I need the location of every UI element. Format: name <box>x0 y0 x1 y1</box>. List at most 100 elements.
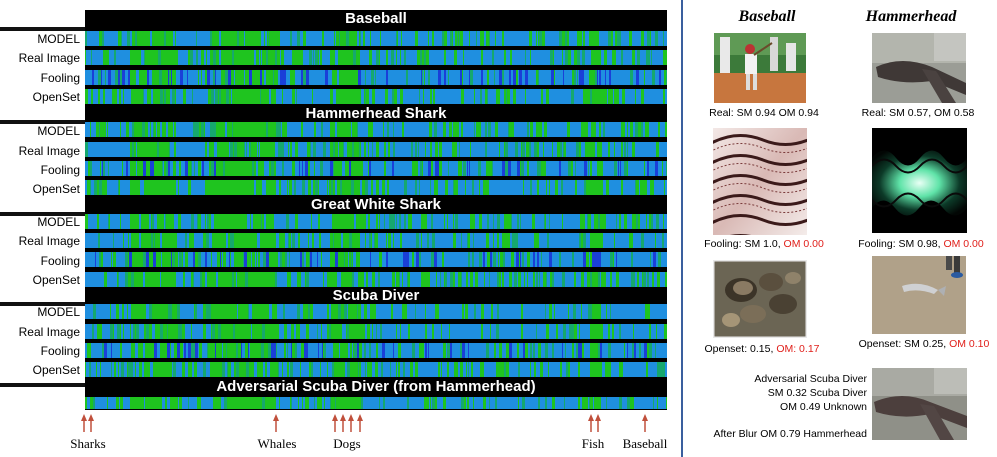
heatmap-cell <box>248 161 250 176</box>
heatmap-cell <box>515 89 516 104</box>
heatmap-cell <box>453 214 454 229</box>
heatmap-cell <box>412 252 414 267</box>
heatmap-cell <box>518 397 519 409</box>
heatmap-cell <box>347 50 350 65</box>
heatmap-cell <box>582 70 584 85</box>
heatmap-cell <box>85 397 87 409</box>
heatmap-cell <box>138 89 140 104</box>
heatmap-cell <box>591 122 593 137</box>
heatmap-cell <box>309 252 310 267</box>
heatmap-cell <box>183 272 185 287</box>
heatmap-cell <box>222 180 225 195</box>
heatmap-cell <box>603 214 606 229</box>
heatmap-cell <box>191 214 194 229</box>
heatmap-cell <box>533 272 535 287</box>
heatmap-cell <box>464 343 465 358</box>
heatmap-cell <box>437 161 439 176</box>
heatmap-cell <box>170 304 172 319</box>
heatmap-cell <box>304 343 306 358</box>
heatmap-cell <box>107 122 108 137</box>
heatmap-cell <box>212 304 213 319</box>
heatmap-cell <box>317 324 318 339</box>
row-label-model: MODEL <box>37 32 80 46</box>
heatmap-cell <box>175 252 178 267</box>
row-label-real-image: Real Image <box>18 144 80 158</box>
heatmap-cell <box>480 362 483 377</box>
heatmap-cell <box>336 397 337 409</box>
heatmap-cell <box>228 362 229 377</box>
heatmap-cell <box>517 70 518 85</box>
heatmap-cell <box>223 343 226 358</box>
heatmap-cell <box>299 161 300 176</box>
heatmap-cell <box>245 272 248 287</box>
heatmap-cell <box>356 50 359 65</box>
heatmap-cell <box>308 142 310 157</box>
heatmap-cell <box>520 161 521 176</box>
axis-label-fish: Fish <box>581 436 605 451</box>
heatmap-cell <box>208 343 209 358</box>
heatmap-cell <box>595 324 598 339</box>
heatmap-cell <box>158 362 159 377</box>
heatmap-cell <box>364 304 367 319</box>
heatmap-cell <box>465 304 468 319</box>
heatmap-cell <box>312 233 314 248</box>
heatmap-cell <box>360 214 363 229</box>
heatmap-cell <box>237 142 239 157</box>
heatmap-cell <box>550 50 553 65</box>
heatmap-cell <box>214 180 215 195</box>
heatmap-cell <box>141 233 142 248</box>
heatmap-cell <box>422 70 423 85</box>
heatmap-cell <box>505 142 508 157</box>
heatmap-cell <box>459 161 460 176</box>
heatmap-cell <box>474 304 476 319</box>
heatmap-cell <box>637 50 640 65</box>
heatmap-cell <box>352 324 355 339</box>
heatmap-cell <box>645 304 647 319</box>
heatmap-cell <box>235 70 238 85</box>
heatmap-cell <box>492 50 494 65</box>
heatmap-cell <box>256 50 258 65</box>
heatmap-cell <box>153 343 154 358</box>
heatmap-cell <box>233 89 235 104</box>
heatmap-cell <box>172 304 174 319</box>
heatmap-cell <box>595 252 598 267</box>
heatmap-cell <box>584 180 586 195</box>
heatmap-cell <box>497 272 499 287</box>
heatmap-cell <box>348 142 351 157</box>
heatmap-cell <box>645 122 646 137</box>
heatmap-cell <box>92 324 94 339</box>
heatmap-cell <box>419 252 421 267</box>
heatmap-cell <box>545 122 547 137</box>
heatmap-cell <box>549 214 550 229</box>
heatmap-cell <box>266 180 267 195</box>
heatmap-cell <box>219 214 220 229</box>
heatmap-cell <box>234 161 237 176</box>
heatmap-cell <box>228 50 230 65</box>
heatmap-cell <box>598 343 600 358</box>
heatmap-cell <box>509 272 512 287</box>
heatmap-cell <box>661 362 663 377</box>
heatmap-cell <box>591 50 592 65</box>
heatmap-cell <box>342 122 345 137</box>
heatmap-cell <box>435 304 437 319</box>
heatmap-cell <box>289 272 290 287</box>
heatmap-cell <box>232 89 233 104</box>
heatmap-cell <box>479 214 482 229</box>
heatmap-cell <box>344 180 345 195</box>
heatmap-cell <box>246 180 249 195</box>
heatmap-cell <box>593 122 594 137</box>
heatmap-cell <box>172 272 173 287</box>
heatmap-cell <box>318 343 319 358</box>
heatmap-cell <box>218 362 220 377</box>
heatmap-cell <box>260 70 262 85</box>
heatmap-cell <box>384 161 386 176</box>
heatmap-cell <box>218 304 220 319</box>
heatmap-cell <box>653 252 656 267</box>
heatmap-cell <box>646 214 647 229</box>
heatmap-cell <box>259 89 260 104</box>
heatmap-cell <box>655 31 658 46</box>
heatmap-cell <box>339 31 340 46</box>
heatmap-cell <box>402 304 404 319</box>
marker-arrowhead <box>588 414 594 421</box>
heatmap-cell <box>103 89 105 104</box>
